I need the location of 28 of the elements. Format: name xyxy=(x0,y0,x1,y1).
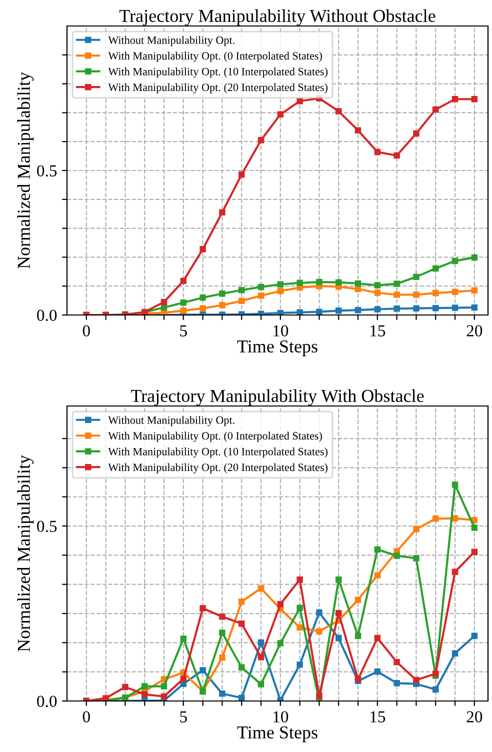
x-tick-label: 0 xyxy=(82,711,90,722)
x-axis-title: Time Steps xyxy=(237,726,318,742)
legend-label: With Manipulability Opt. (10 Interpolated States) xyxy=(108,68,328,78)
chart-title: Trajectory Manipulability Without Obstacle xyxy=(119,9,436,26)
legend-label: With Manipulability Opt. (20 Interpolated States) xyxy=(108,463,328,474)
y-axis-title: Normalized Manipulability xyxy=(17,455,34,652)
x-tick-label: 0 xyxy=(82,325,90,336)
y-tick-label: 0.0 xyxy=(37,696,57,708)
x-tick-label: 5 xyxy=(180,325,187,336)
y-axis-title: Normalized Manipulability xyxy=(17,72,34,269)
x-tick-label: 15 xyxy=(370,711,386,722)
legend-label: With Manipulability Opt. (10 Interpolated States) xyxy=(108,448,328,458)
x-tick-label: 10 xyxy=(274,711,288,722)
legend-label: With Manipulability Opt. (0 Interpolated States) xyxy=(108,52,322,62)
y-tick-label: 0.5 xyxy=(37,165,57,177)
y-tick-label: 0.5 xyxy=(37,520,57,532)
legend-label: Without Manipulability Opt. xyxy=(108,36,234,46)
y-tick-label: 0.0 xyxy=(37,310,57,322)
x-tick-label: 20 xyxy=(466,325,482,336)
x-tick-label: 15 xyxy=(370,325,386,336)
x-tick-label: 5 xyxy=(180,711,187,722)
x-axis-title: Time Steps xyxy=(237,340,318,356)
legend-label: With Manipulability Opt. (0 Interpolated States) xyxy=(108,432,322,442)
legend-label: Without Manipulability Opt. xyxy=(108,416,234,426)
x-tick-label: 10 xyxy=(274,325,288,336)
chart-title: Trajectory Manipulability With Obstacle xyxy=(131,389,424,406)
x-tick-label: 20 xyxy=(466,711,482,722)
legend-label: With Manipulability Opt. (20 Interpolated States) xyxy=(108,83,328,94)
